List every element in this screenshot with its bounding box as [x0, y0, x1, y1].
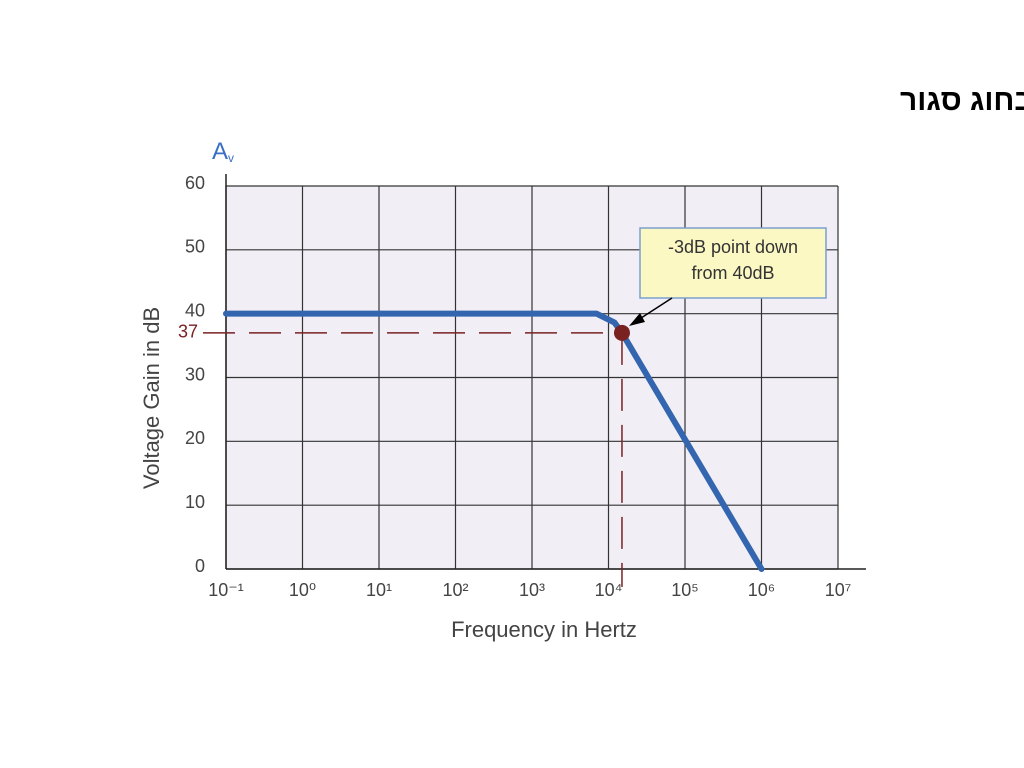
arrow-head: [629, 313, 645, 326]
annotation-box: [639, 227, 827, 299]
x-axis-label: Frequency in Hertz: [451, 617, 637, 642]
x-tick-label: 10⁻¹: [208, 580, 244, 600]
y-tick-label: 0: [195, 556, 205, 576]
x-tick-label: 10³: [519, 580, 545, 600]
y-tick-label: 30: [185, 364, 205, 384]
y-tick-label: 40: [185, 300, 205, 320]
slide-title: מגבר שרת (אופרטיבי) - הגבר בחוג סגור: [900, 84, 1024, 117]
y-tick-label: 20: [185, 428, 205, 448]
y-tick-label: 60: [185, 173, 205, 193]
x-tick-label: 10⁷: [825, 580, 852, 600]
y-symbol-main: A: [212, 138, 228, 165]
annotation-line: -3dB point down: [668, 237, 798, 257]
marker-tick-label: 37: [178, 322, 198, 342]
y-tick-label: 50: [185, 237, 205, 257]
y-symbol: Av: [212, 138, 234, 165]
x-tick-label: 10²: [442, 580, 468, 600]
marker-point: [613, 324, 630, 341]
gain-line: [223, 310, 765, 572]
annotation-arrow: [637, 297, 673, 321]
x-tick-label: 10⁴: [595, 580, 623, 600]
y-axis-label: Voltage Gain in dB: [139, 307, 164, 489]
annotation-line: from 40dB: [691, 263, 774, 283]
x-tick-label: 10⁰: [289, 580, 316, 600]
x-tick-label: 10⁶: [748, 580, 775, 600]
x-tick-label: 10⁵: [671, 580, 698, 600]
y-symbol-sub: v: [228, 151, 234, 165]
y-tick-label: 10: [185, 492, 205, 512]
x-tick-label: 10¹: [366, 580, 392, 600]
